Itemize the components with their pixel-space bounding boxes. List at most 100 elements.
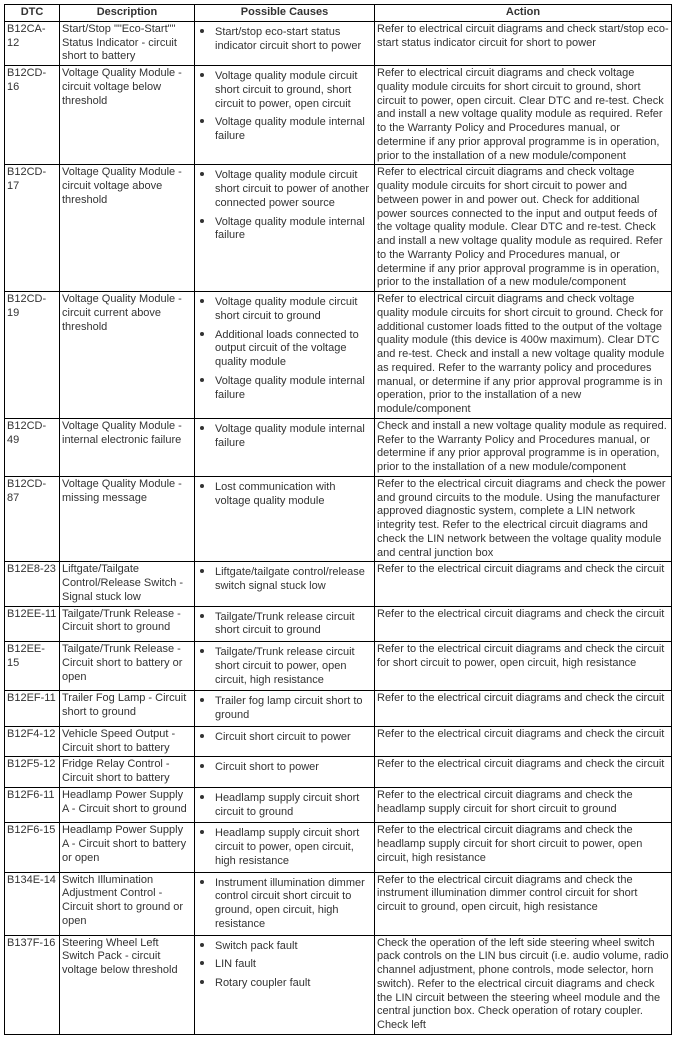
cell-dtc: B12EE-15: [5, 642, 60, 691]
cell-causes: Lost communication with voltage quality …: [195, 476, 375, 562]
cell-dtc: B12F4-12: [5, 726, 60, 757]
table-row: B12EE-11Tailgate/Trunk Release - Circuit…: [5, 606, 672, 642]
cause-item: Additional loads connected to output cir…: [215, 326, 372, 370]
causes-list: Lost communication with voltage quality …: [197, 478, 372, 509]
cell-causes: Headlamp supply circuit short circuit to…: [195, 823, 375, 872]
cell-dtc: B12EF-11: [5, 691, 60, 727]
cause-item: LIN fault: [215, 955, 372, 972]
cell-description: Voltage Quality Module - missing message: [60, 476, 195, 562]
cell-action: Refer to electrical circuit diagrams and…: [375, 292, 672, 419]
causes-list: Voltage quality module circuit short cir…: [197, 166, 372, 243]
causes-list: Trailer fog lamp circuit short to ground: [197, 692, 372, 723]
table-row: B12CD-49Voltage Quality Module - interna…: [5, 418, 672, 476]
cause-item: Tailgate/Trunk release circuit short cir…: [215, 643, 372, 687]
cell-action: Refer to the electrical circuit diagrams…: [375, 562, 672, 606]
cell-description: Fridge Relay Control - Circuit short to …: [60, 757, 195, 788]
causes-list: Headlamp supply circuit short circuit to…: [197, 824, 372, 868]
cell-causes: Trailer fog lamp circuit short to ground: [195, 691, 375, 727]
cell-description: Tailgate/Trunk Release - Circuit short t…: [60, 642, 195, 691]
table-row: B12CD-17Voltage Quality Module - circuit…: [5, 165, 672, 292]
cell-dtc: B12CA-12: [5, 21, 60, 65]
causes-list: Liftgate/tailgate control/release switch…: [197, 563, 372, 594]
cell-description: Switch Illumination Adjustment Control -…: [60, 872, 195, 935]
causes-list: Tailgate/Trunk release circuit short cir…: [197, 643, 372, 687]
causes-list: Voltage quality module circuit short cir…: [197, 67, 372, 144]
table-row: B12CD-19Voltage Quality Module - circuit…: [5, 292, 672, 419]
causes-list: Switch pack faultLIN fault Rotary coupler…: [197, 937, 372, 991]
cell-action: Check and install a new voltage quality …: [375, 418, 672, 476]
cell-causes: Switch pack faultLIN fault Rotary coupler…: [195, 935, 375, 1034]
cell-causes: Tailgate/Trunk release circuit short cir…: [195, 642, 375, 691]
cell-causes: Voltage quality module internal failure: [195, 418, 375, 476]
header-description: Description: [60, 5, 195, 22]
causes-list: Circuit short circuit to power: [197, 728, 372, 745]
cause-item: Voltage quality module internal failure: [215, 420, 372, 451]
causes-list: Voltage quality module circuit short cir…: [197, 293, 372, 402]
cell-action: Refer to the electrical circuit diagrams…: [375, 757, 672, 788]
causes-list: Start/stop eco-start status indicator ci…: [197, 23, 372, 54]
table-row: B12F4-12Vehicle Speed Output - Circuit s…: [5, 726, 672, 757]
table-row: B12F5-12Fridge Relay Control - Circuit s…: [5, 757, 672, 788]
cell-causes: Liftgate/tailgate control/release switch…: [195, 562, 375, 606]
cause-item: Circuit short to power: [215, 758, 372, 775]
table-row: B12CA-12Start/Stop ""Eco-Start"" Status …: [5, 21, 672, 65]
cell-dtc: B12CD-19: [5, 292, 60, 419]
cell-dtc: B12F6-15: [5, 823, 60, 872]
cell-description: Liftgate/Tailgate Control/Release Switch…: [60, 562, 195, 606]
cell-description: Voltage Quality Module - internal electr…: [60, 418, 195, 476]
cell-dtc: B12F6-11: [5, 787, 60, 823]
causes-list: Circuit short to power: [197, 758, 372, 775]
cause-item: Rotary coupler fault: [215, 974, 372, 991]
cell-description: Tailgate/Trunk Release - Circuit short t…: [60, 606, 195, 642]
cell-dtc: B12CD-87: [5, 476, 60, 562]
table-row: B137F-16Steering Wheel Left Switch Pack …: [5, 935, 672, 1034]
cell-causes: Start/stop eco-start status indicator ci…: [195, 21, 375, 65]
table-row: B12EF-11Trailer Fog Lamp - Circuit short…: [5, 691, 672, 727]
cause-item: Instrument illumination dimmer control c…: [215, 874, 372, 932]
causes-list: Instrument illumination dimmer control c…: [197, 874, 372, 932]
cell-action: Refer to the electrical circuit diagrams…: [375, 787, 672, 823]
table-row: B12EE-15Tailgate/Trunk Release - Circuit…: [5, 642, 672, 691]
cause-item: Switch pack fault: [215, 937, 372, 954]
cell-causes: Voltage quality module circuit short cir…: [195, 66, 375, 165]
cell-causes: Instrument illumination dimmer control c…: [195, 872, 375, 935]
causes-list: Voltage quality module internal failure: [197, 420, 372, 451]
cell-causes: Circuit short to power: [195, 757, 375, 788]
cause-item: Voltage quality module circuit short cir…: [215, 67, 372, 111]
table-row: B134E-14Switch Illumination Adjustment C…: [5, 872, 672, 935]
cell-causes: Headlamp supply circuit short circuit to…: [195, 787, 375, 823]
cause-item: Trailer fog lamp circuit short to ground: [215, 692, 372, 723]
cell-dtc: B12CD-49: [5, 418, 60, 476]
cell-action: Refer to the electrical circuit diagrams…: [375, 642, 672, 691]
cell-dtc: B134E-14: [5, 872, 60, 935]
cell-action: Refer to electrical circuit diagrams and…: [375, 165, 672, 292]
cell-description: Vehicle Speed Output - Circuit short to …: [60, 726, 195, 757]
cause-item: Start/stop eco-start status indicator ci…: [215, 23, 372, 54]
cause-item: Tailgate/Trunk release circuit short cir…: [215, 608, 372, 639]
cell-causes: Tailgate/Trunk release circuit short cir…: [195, 606, 375, 642]
table-row: B12CD-87Voltage Quality Module - missing…: [5, 476, 672, 562]
table-row: B12F6-15Headlamp Power Supply A - Circui…: [5, 823, 672, 872]
cell-description: Headlamp Power Supply A - Circuit short …: [60, 823, 195, 872]
cause-item: Voltage quality module circuit short cir…: [215, 293, 372, 324]
cell-description: Start/Stop ""Eco-Start"" Status Indicato…: [60, 21, 195, 65]
cell-dtc: B137F-16: [5, 935, 60, 1034]
table-row: B12CD-16Voltage Quality Module - circuit…: [5, 66, 672, 165]
cause-item: Voltage quality module internal failure: [215, 372, 372, 403]
cell-causes: Circuit short circuit to power: [195, 726, 375, 757]
cause-item: Voltage quality module internal failure: [215, 213, 372, 244]
cause-item: Headlamp supply circuit short circuit to…: [215, 789, 372, 820]
cell-action: Check the operation of the left side ste…: [375, 935, 672, 1034]
table-header-row: DTC Description Possible Causes Action: [5, 5, 672, 22]
cell-action: Refer to the electrical circuit diagrams…: [375, 726, 672, 757]
header-dtc: DTC: [5, 5, 60, 22]
cell-action: Refer to electrical circuit diagrams and…: [375, 66, 672, 165]
cell-dtc: B12CD-16: [5, 66, 60, 165]
cell-dtc: B12E8-23: [5, 562, 60, 606]
cell-action: Refer to the electrical circuit diagrams…: [375, 691, 672, 727]
cell-causes: Voltage quality module circuit short cir…: [195, 292, 375, 419]
cause-item: Liftgate/tailgate control/release switch…: [215, 563, 372, 594]
table-row: B12E8-23Liftgate/Tailgate Control/Releas…: [5, 562, 672, 606]
cell-description: Voltage Quality Module - circuit voltage…: [60, 165, 195, 292]
causes-list: Headlamp supply circuit short circuit to…: [197, 789, 372, 820]
